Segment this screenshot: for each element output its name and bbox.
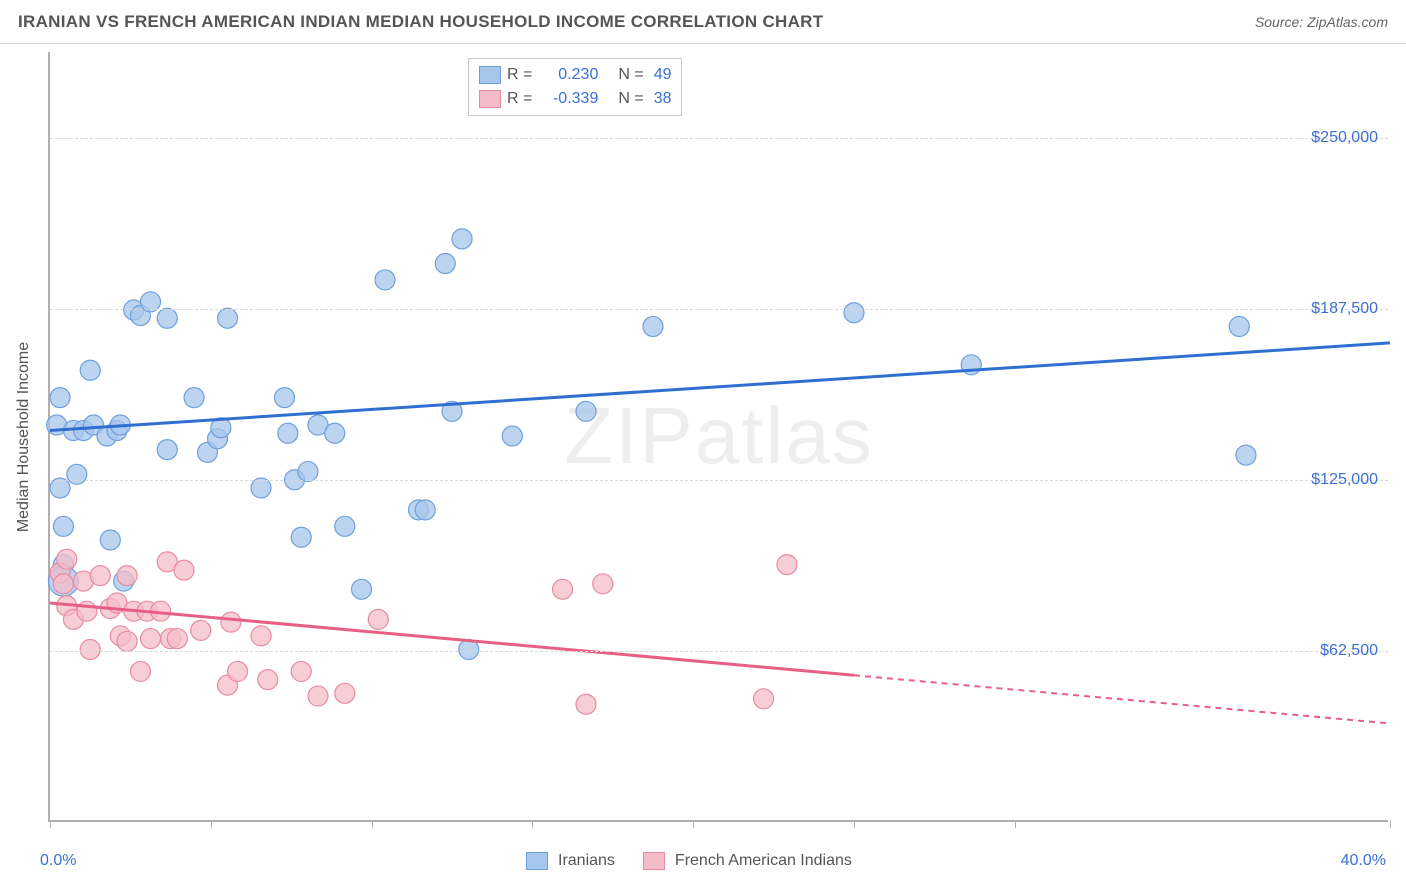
data-point [174,560,194,580]
y-tick-label: $250,000 [1311,129,1378,147]
legend-stat-row: R = 0.230 N = 49 [479,63,671,87]
data-point [308,686,328,706]
y-tick-label: $187,500 [1311,300,1378,318]
data-point [191,620,211,640]
gridline [50,480,1388,481]
data-point [67,464,87,484]
data-point [452,229,472,249]
data-point [502,426,522,446]
chart-title: IRANIAN VS FRENCH AMERICAN INDIAN MEDIAN… [18,12,823,32]
y-tick-label: $125,000 [1311,471,1378,489]
trend-line-dashed [854,675,1390,723]
legend-swatch [643,852,665,870]
x-tick [693,820,694,828]
data-point [368,609,388,629]
data-point [335,516,355,536]
y-axis-title: Median Household Income [15,342,33,532]
data-point [141,629,161,649]
y-tick-label: $62,500 [1320,642,1378,660]
data-point [80,640,100,660]
legend-series-label: French American Indians [675,852,852,870]
data-point [184,388,204,408]
data-point [53,516,73,536]
legend-n-label: N = [618,87,643,111]
data-point [167,629,187,649]
x-tick [50,820,51,828]
data-point [278,423,298,443]
data-point [1236,445,1256,465]
data-point [325,423,345,443]
gridline [50,651,1388,652]
legend-swatch [479,66,501,84]
source-label: Source: ZipAtlas.com [1255,14,1388,30]
data-point [335,683,355,703]
legend-series: Iranians French American Indians [526,852,870,870]
legend-n-value: 38 [654,87,672,111]
gridline [50,309,1388,310]
trend-line [50,343,1390,431]
plot-area: ZIPatlas $62,500$125,000$187,500$250,000 [48,52,1388,822]
data-point [415,500,435,520]
data-point [130,661,150,681]
data-point [375,270,395,290]
correlation-chart: IRANIAN VS FRENCH AMERICAN INDIAN MEDIAN… [0,0,1406,892]
data-point [53,574,73,594]
data-point [50,478,70,498]
data-point [57,549,77,569]
title-bar: IRANIAN VS FRENCH AMERICAN INDIAN MEDIAN… [0,0,1406,44]
data-point [435,253,455,273]
legend-swatch [479,90,501,108]
scatter-svg [50,52,1390,822]
data-point [291,527,311,547]
data-point [117,631,137,651]
gridline [50,138,1388,139]
x-tick [854,820,855,828]
data-point [576,694,596,714]
legend-n-label: N = [618,63,643,87]
data-point [298,462,318,482]
x-tick [532,820,533,828]
data-point [1229,316,1249,336]
data-point [221,612,241,632]
data-point [80,360,100,380]
legend-stat-row: R = -0.339 N = 38 [479,87,671,111]
data-point [352,579,372,599]
legend-series-label: Iranians [558,852,615,870]
data-point [157,440,177,460]
legend-r-value: -0.339 [542,87,598,111]
x-axis-min-label: 0.0% [40,852,76,870]
x-tick [1390,820,1391,828]
data-point [251,478,271,498]
data-point [593,574,613,594]
data-point [90,566,110,586]
legend-r-label: R = [507,87,532,111]
legend-r-value: 0.230 [542,63,598,87]
data-point [251,626,271,646]
data-point [291,661,311,681]
data-point [844,303,864,323]
data-point [643,316,663,336]
legend-stats: R = 0.230 N = 49 R = -0.339 N = 38 [468,58,682,116]
data-point [50,388,70,408]
x-tick [211,820,212,828]
x-tick [372,820,373,828]
legend-n-value: 49 [654,63,672,87]
data-point [576,401,596,421]
x-tick [1015,820,1016,828]
x-axis-max-label: 40.0% [1341,852,1386,870]
data-point [100,530,120,550]
data-point [553,579,573,599]
data-point [777,555,797,575]
data-point [218,308,238,328]
legend-swatch [526,852,548,870]
data-point [754,689,774,709]
legend-r-label: R = [507,63,532,87]
data-point [258,670,278,690]
data-point [275,388,295,408]
data-point [117,566,137,586]
data-point [228,661,248,681]
data-point [157,308,177,328]
